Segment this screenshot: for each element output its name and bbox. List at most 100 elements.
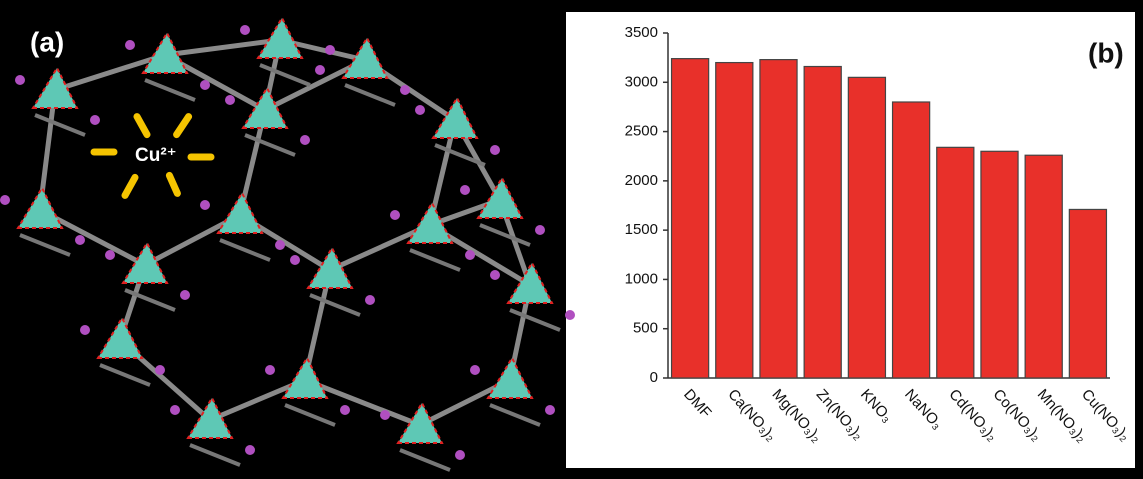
atom [415,105,425,115]
atom [15,75,25,85]
atom [265,365,275,375]
linker-edge [244,133,296,157]
linker-edge [19,233,71,257]
atom [105,250,115,260]
linker [328,222,432,273]
metal-cluster [476,175,524,219]
bar [891,101,931,379]
bar [1068,208,1108,379]
metal-cluster [241,85,289,129]
bar [759,59,798,379]
metal-cluster [341,35,389,79]
atom [565,310,575,320]
ion-label: Cu²⁺ [135,145,177,166]
bar [803,65,842,379]
linker-edge [344,83,396,107]
bar [1024,154,1063,379]
atom [90,115,100,125]
atom [170,405,180,415]
bar [847,76,887,379]
atom [455,450,465,460]
metal-cluster [396,400,444,444]
linker-edge [509,308,561,332]
atom [470,365,480,375]
arrow [173,113,193,139]
metal-cluster [486,355,534,399]
metal-cluster [31,65,79,109]
linker-edge [144,78,196,102]
atom [200,80,210,90]
linker-edge [124,288,176,312]
bar [936,146,975,379]
atom [75,235,85,245]
y-tick-label: 1000 [625,270,658,287]
metal-cluster [216,190,264,234]
metal-cluster [306,245,354,289]
atom [490,145,500,155]
linker-edge [99,363,151,387]
linker-edge [309,293,361,317]
atom [200,200,210,210]
y-tick-label: 0 [650,369,658,386]
atom [390,210,400,220]
atom [290,255,300,265]
linker [304,377,421,428]
atom [80,325,90,335]
y-tick-label: 2500 [625,123,658,140]
atom [365,295,375,305]
y-tick-label: 3000 [625,73,658,90]
atom [315,65,325,75]
atom [535,225,545,235]
atom [490,270,500,280]
linker-edge [399,448,451,472]
linker-edge [434,143,486,167]
y-tick-label: 1500 [625,221,658,238]
atom [240,25,250,35]
metal-cluster [281,355,329,399]
atom [460,185,470,195]
panel-label: (a) [30,26,64,57]
bar [980,150,1019,379]
linker [54,52,166,93]
linker-edge [259,63,311,87]
linker-edge [189,443,241,467]
atom [545,405,555,415]
y-tick-label: 500 [633,320,658,337]
atom [0,195,10,205]
linker [263,57,367,113]
atom [300,135,310,145]
metal-cluster [256,15,304,59]
metal-cluster [16,185,64,229]
linker-edge [34,113,86,137]
panel-label: (b) [1088,37,1124,68]
metal-cluster [121,240,169,284]
metal-cluster [96,315,144,359]
linker-edge [489,403,541,427]
metal-cluster [186,395,234,439]
y-tick-label: 3500 [625,24,658,41]
atom [465,250,475,260]
y-tick-label: 2000 [625,172,658,189]
bar [670,58,710,379]
arrow [133,113,151,139]
arrow [121,173,139,199]
metal-cluster [431,95,479,139]
linker-edge [409,248,461,272]
linker [164,37,281,58]
atom [155,365,165,375]
linker-edge [479,223,531,247]
atom [125,40,135,50]
atom [245,445,255,455]
metal-cluster [406,200,454,244]
metal-cluster [506,260,554,304]
atom [325,45,335,55]
linker-edge [284,403,336,427]
metal-cluster [141,30,189,74]
atom [400,85,410,95]
arrow [165,171,181,197]
atom [275,240,285,250]
atom [180,290,190,300]
atom [380,410,390,420]
structure-illustration [0,15,575,472]
